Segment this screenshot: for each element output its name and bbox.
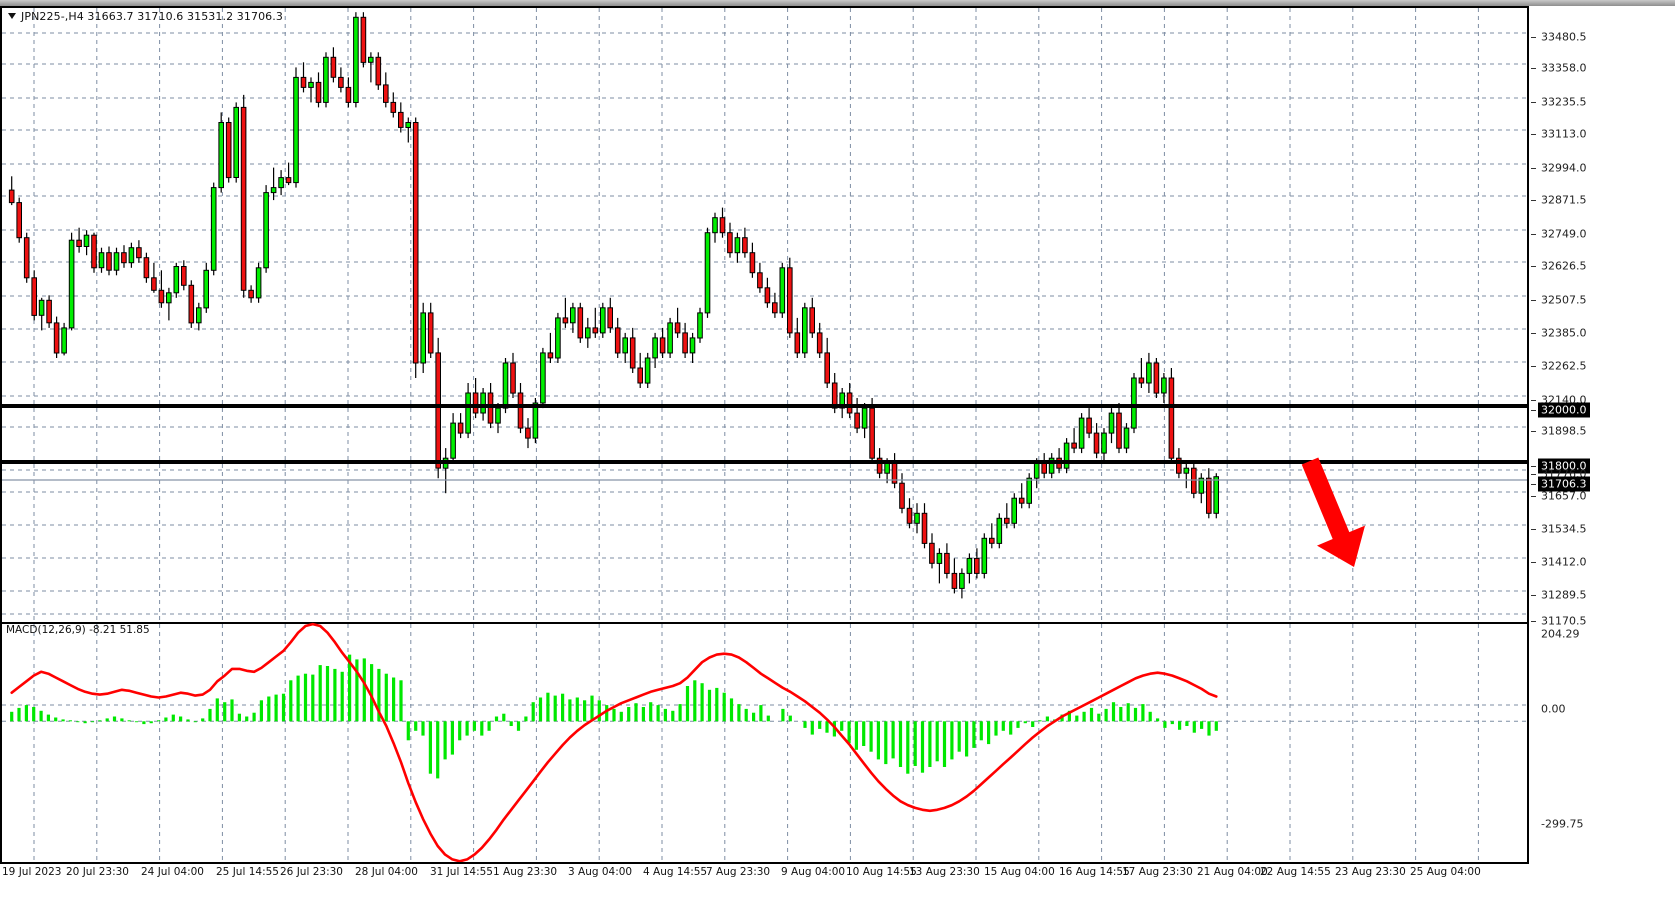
bearish-arrow-annotation[interactable] [1301, 457, 1365, 568]
price-axis-tick [1531, 621, 1536, 622]
price-axis-label: 32262.5 [1541, 359, 1587, 373]
date-axis-label: 25 Jul 14:55 [216, 866, 279, 878]
date-axis-label: 1 Aug 23:30 [493, 866, 558, 878]
vertical-gridlines [33, 8, 1479, 862]
price-axis[interactable]: 33480.5 33358.0 33235.5 33113.0 32994.0 32871… [1531, 6, 1675, 864]
price-axis-label: 32994.0 [1541, 161, 1587, 175]
price-axis-tick [1531, 366, 1536, 367]
price-axis-tick [1531, 102, 1536, 103]
price-level-label: 31800.0 [1538, 458, 1590, 474]
price-axis-tick [1531, 496, 1536, 497]
date-axis[interactable]: 19 Jul 2023 20 Jul 23:30 24 Jul 04:00 25 Ju… [0, 866, 1529, 886]
price-axis-tick [1531, 562, 1536, 563]
date-axis-label: 20 Jul 23:30 [66, 866, 129, 878]
chart-frame[interactable] [0, 6, 1529, 864]
date-axis-label: 26 Jul 23:30 [280, 866, 343, 878]
price-axis-tick [1531, 431, 1536, 432]
price-axis-label: 32749.0 [1541, 227, 1587, 241]
date-axis-label: 19 Jul 2023 [2, 866, 62, 878]
symbol-quote-text: JPN225-,H4 31663.7 31710.6 31531.2 31706… [21, 10, 283, 23]
symbol-quote-header: JPN225-,H4 31663.7 31710.6 31531.2 31706… [8, 10, 283, 23]
macd-axis-label: 204.29 [1541, 627, 1580, 641]
price-axis-label: 31289.5 [1541, 588, 1587, 602]
candlestick-series[interactable] [8, 12, 1220, 599]
date-axis-label: 17 Aug 23:30 [1122, 866, 1193, 878]
price-axis-tick [1531, 333, 1536, 334]
price-axis-label: 32507.5 [1541, 293, 1587, 307]
macd-axis-label: 0.00 [1541, 702, 1566, 716]
date-axis-label: 31 Jul 14:55 [430, 866, 493, 878]
price-axis-label: 31657.0 [1541, 489, 1587, 503]
date-axis-label: 4 Aug 14:55 [643, 866, 708, 878]
macd-indicator-label: MACD(12,26,9) -8.21 51.85 [6, 624, 150, 636]
price-axis-label: 31170.5 [1541, 614, 1587, 628]
price-axis-tick [1531, 266, 1536, 267]
window-title-strip [0, 0, 1675, 6]
macd-signal-line [10, 622, 1218, 862]
horizontal-gridlines [2, 32, 1527, 722]
chevron-down-icon[interactable] [8, 13, 16, 19]
date-axis-label: 28 Jul 04:00 [355, 866, 418, 878]
price-axis-label: 32626.5 [1541, 259, 1587, 273]
price-axis-label: 31534.5 [1541, 522, 1587, 536]
price-level-label: 32000.0 [1538, 402, 1590, 418]
price-axis-label: 33480.5 [1541, 30, 1587, 44]
date-axis-label: 9 Aug 04:00 [781, 866, 846, 878]
price-axis-label: 33358.0 [1541, 61, 1587, 75]
price-axis-tick [1531, 400, 1536, 401]
price-level-label: 31706.3 [1538, 476, 1590, 492]
date-axis-label: 13 Aug 23:30 [909, 866, 980, 878]
price-axis-tick [1531, 595, 1536, 596]
date-axis-label: 21 Aug 04:00 [1197, 866, 1268, 878]
date-axis-label: 3 Aug 04:00 [568, 866, 633, 878]
price-axis-tick [1531, 484, 1536, 485]
date-axis-label: 15 Aug 04:00 [984, 866, 1055, 878]
price-axis-tick [1531, 410, 1536, 411]
date-axis-label: 22 Aug 14:55 [1260, 866, 1331, 878]
date-axis-label: 7 Aug 23:30 [706, 866, 771, 878]
price-axis-label: 31412.0 [1541, 555, 1587, 569]
price-axis-tick [1531, 68, 1536, 69]
date-axis-label: 23 Aug 23:30 [1335, 866, 1406, 878]
price-axis-tick [1531, 474, 1536, 475]
price-axis-label: 32871.5 [1541, 193, 1587, 207]
macd-axis-label: -299.75 [1541, 817, 1584, 831]
date-axis-label: 10 Aug 14:55 [846, 866, 917, 878]
price-axis-tick [1531, 234, 1536, 235]
price-axis-label: 31898.5 [1541, 424, 1587, 438]
price-axis-tick [1531, 529, 1536, 530]
price-axis-tick [1531, 466, 1536, 467]
price-axis-label: 33113.0 [1541, 127, 1587, 141]
date-axis-label: 25 Aug 04:00 [1410, 866, 1481, 878]
support-resistance-levels[interactable] [2, 404, 1527, 481]
price-axis-label: 32385.0 [1541, 326, 1587, 340]
price-axis-tick [1531, 300, 1536, 301]
date-axis-label: 24 Jul 04:00 [141, 866, 204, 878]
price-axis-tick [1531, 37, 1536, 38]
price-axis-tick [1531, 134, 1536, 135]
chart-canvas[interactable] [2, 8, 1527, 862]
macd-histogram [10, 654, 1218, 779]
price-axis-tick [1531, 168, 1536, 169]
price-axis-tick [1531, 200, 1536, 201]
date-axis-label: 16 Aug 14:55 [1059, 866, 1130, 878]
price-axis-label: 33235.5 [1541, 95, 1587, 109]
